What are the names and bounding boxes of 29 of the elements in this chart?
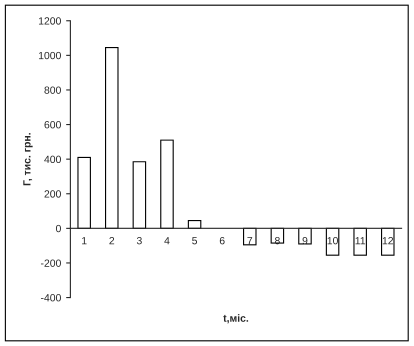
bar (243, 228, 257, 246)
x-tick-label: 5 (192, 237, 198, 244)
y-tick-label: 1000 (38, 52, 61, 60)
y-tick-label: 1200 (38, 17, 61, 25)
x-tick-label: 9 (302, 236, 308, 244)
x-tick-label: 4 (164, 237, 170, 244)
y-tick-label: -200 (40, 259, 61, 267)
y-tick-label: 600 (44, 121, 61, 128)
bar (160, 140, 174, 229)
bar (353, 228, 367, 256)
x-tick-label: 10 (328, 236, 338, 244)
x-tick-label: 7 (247, 237, 252, 244)
y-tick-label: 400 (44, 156, 61, 164)
y-tick-label: -400 (40, 294, 61, 302)
x-axis-title: t,міс. (223, 314, 248, 324)
x-tick-label: 11 (356, 237, 366, 244)
bar (77, 156, 91, 229)
bar (188, 220, 202, 229)
bar (105, 47, 119, 229)
bar (132, 161, 146, 229)
x-tick-label: 1 (82, 237, 87, 244)
y-tick-label: 800 (44, 86, 61, 94)
y-tick-label: 200 (44, 190, 61, 198)
y-axis-title: Г, тис. грн. (23, 133, 33, 186)
x-tick-label: 2 (109, 236, 114, 244)
x-tick-label: 6 (220, 236, 225, 244)
x-tick-label: 3 (136, 236, 142, 244)
y-tick-label: 0 (56, 224, 61, 232)
x-tick-label: 12 (382, 236, 394, 244)
